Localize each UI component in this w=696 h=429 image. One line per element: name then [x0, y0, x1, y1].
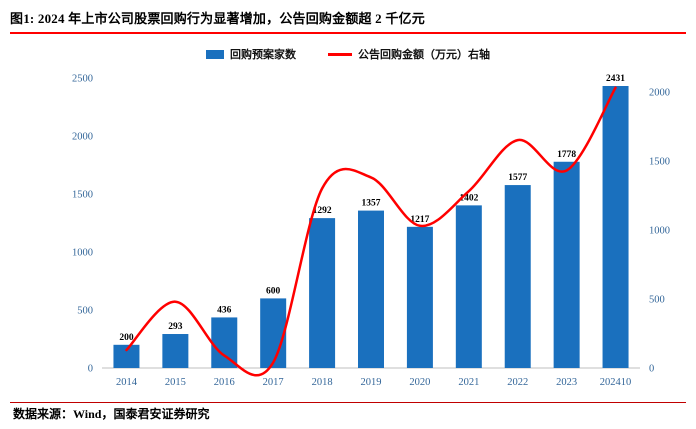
combo-bar-line-chart: 0 500 1000 1500 2000 2500 0 500 1000 1500 2000 2014…	[72, 74, 670, 389]
right-axis-tick-label: 1000	[649, 225, 670, 236]
legend-item-line-series: 公告回购金额（万元）右轴	[328, 46, 490, 62]
bar	[260, 298, 287, 368]
x-axis-label: 2018	[312, 377, 333, 388]
right-axis-tick-label: 0	[649, 364, 654, 375]
left-axis-tick-label: 1000	[72, 248, 93, 259]
bar	[602, 86, 629, 368]
bar	[211, 317, 238, 368]
bar-series-swatch-icon	[206, 49, 224, 59]
bar	[455, 205, 482, 368]
left-axis-tick-label: 500	[77, 306, 93, 317]
bar-value-label: 200	[119, 333, 134, 343]
left-axis-tick-label: 2500	[72, 74, 93, 85]
right-axis-tick-label: 500	[649, 294, 665, 305]
data-source-note: 数据来源：Wind，国泰君安证券研究	[13, 407, 210, 421]
bar-value-label: 1357	[362, 199, 381, 209]
legend-item-bar-series: 回购预案家数	[206, 46, 296, 62]
line-series-path	[125, 86, 617, 377]
x-axis-label: 2014	[116, 377, 138, 388]
bar-value-label: 436	[217, 305, 232, 315]
footer-divider-rule	[10, 402, 686, 403]
bar	[309, 218, 336, 368]
bar-value-label: 1577	[508, 173, 527, 183]
chart-legend: 回购预案家数 公告回购金额（万元）右轴	[10, 46, 686, 62]
x-axis-label: 2019	[361, 377, 382, 388]
x-axis-label: 2015	[165, 377, 186, 388]
legend-label-bar-series: 回购预案家数	[230, 49, 296, 61]
left-axis-tick-label: 0	[88, 364, 93, 375]
legend-label-line-series: 公告回购金额（万元）右轴	[358, 49, 490, 61]
bar-value-label: 293	[168, 322, 183, 332]
x-axis-label: 2022	[507, 377, 528, 388]
x-axis-label: 2023	[556, 377, 577, 388]
x-axis-label: 2016	[214, 377, 235, 388]
bar	[113, 344, 140, 368]
x-axis-label: 2020	[409, 377, 430, 388]
chart-area: 0 500 1000 1500 2000 2500 0 500 1000 1500 2000 2014…	[10, 64, 686, 396]
bar	[504, 185, 531, 368]
line-swatch-rect	[328, 52, 352, 56]
bar	[406, 226, 433, 368]
line-series-swatch-icon	[328, 52, 352, 56]
left-axis-tick-label: 1500	[72, 190, 93, 201]
x-axis-label: 2021	[458, 377, 479, 388]
figure-title: 图1: 2024 年上市公司股票回购行为显著增加，公告回购金额超 2 千亿元	[10, 11, 425, 26]
bar	[358, 210, 384, 368]
bar-swatch-rect	[206, 49, 224, 59]
left-axis-tick-label: 2000	[72, 132, 93, 143]
bar-value-label: 1292	[313, 206, 332, 216]
bar-value-label: 1402	[459, 193, 478, 203]
bar-value-label: 2431	[606, 74, 625, 84]
bar	[553, 161, 580, 368]
x-axis-label: 2017	[263, 377, 284, 388]
right-axis-tick-label: 2000	[649, 87, 670, 98]
x-axis-label: 202410	[600, 377, 632, 388]
right-axis-tick-label: 1500	[649, 156, 670, 167]
title-divider-rule	[10, 32, 686, 34]
bar-value-label: 600	[266, 286, 281, 296]
bar-value-label: 1217	[410, 215, 429, 225]
bar-value-label: 1778	[557, 150, 576, 160]
bar	[162, 334, 189, 368]
